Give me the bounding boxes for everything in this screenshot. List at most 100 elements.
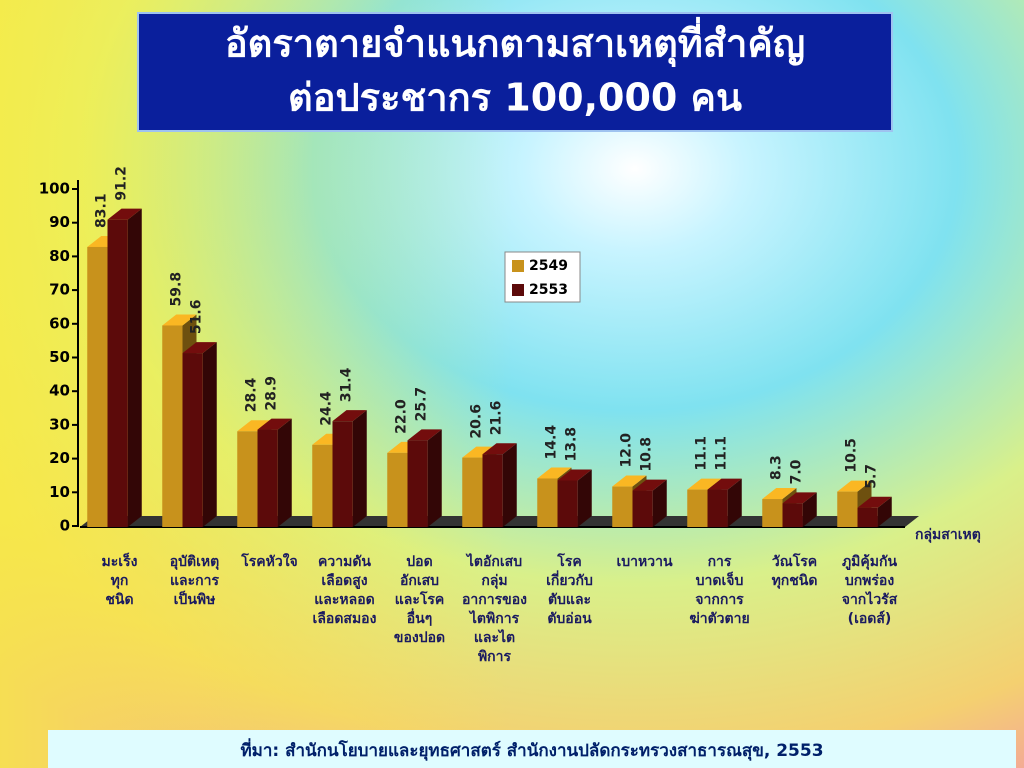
bar-top	[257, 418, 292, 430]
value-label: 8.3	[768, 455, 784, 480]
x-tick-label: และโรค	[395, 590, 445, 608]
y-tick-label: 40	[49, 382, 70, 400]
x-tick-label: วัณโรค	[772, 552, 817, 570]
bar-side	[202, 342, 217, 527]
bar-side	[352, 410, 367, 527]
bar-side	[727, 478, 742, 527]
value-label: 7.0	[789, 459, 805, 484]
value-label: 22.0	[393, 399, 409, 434]
legend-label: 2549	[529, 258, 568, 274]
x-tick-label: ชนิด	[105, 592, 133, 608]
x-tick-label: ภูมิคุ้มกัน	[842, 554, 898, 570]
x-tick-label: ไตพิการ	[468, 609, 520, 627]
value-label: 31.4	[339, 367, 355, 402]
y-tick-label: 100	[39, 180, 70, 198]
bar-top	[162, 314, 197, 326]
x-tick-label: อาการของ	[462, 592, 527, 608]
value-label: 13.8	[564, 427, 580, 462]
bar-side	[427, 429, 442, 527]
bar	[482, 454, 503, 527]
bar-top	[482, 443, 517, 455]
y-tick-label: 10	[49, 483, 70, 501]
value-label: 12.0	[618, 433, 634, 468]
y-tick-label: 90	[49, 213, 70, 231]
y-tick-label: 30	[49, 415, 70, 433]
x-tick-label: ปอด	[406, 554, 432, 570]
y-tick-label: 80	[49, 247, 70, 265]
bar	[237, 431, 258, 527]
x-tick-label: เป็นพิษ	[174, 590, 216, 608]
bar	[162, 325, 183, 527]
x-tick-label: และการ	[170, 573, 219, 589]
bar-top	[462, 446, 497, 458]
bar-side	[802, 492, 817, 527]
legend-swatch	[512, 260, 524, 272]
source: ที่มา: สำนักนโยบายและยุทธศาสตร์ สำนักงาน…	[240, 738, 823, 761]
bar-top	[632, 479, 667, 491]
chart-title: ต่อประชากร 100,000 คน	[288, 76, 742, 120]
bar	[857, 507, 878, 527]
value-label: 59.8	[168, 272, 184, 307]
value-label: 20.6	[468, 404, 484, 439]
x-tick-label: เลือดสมอง	[313, 611, 377, 627]
bar	[312, 444, 333, 527]
value-label: 21.6	[489, 401, 505, 436]
x-tick-label: และไต	[474, 628, 515, 646]
value-label: 25.7	[414, 387, 430, 422]
bar	[687, 489, 708, 527]
bar-top	[707, 478, 742, 490]
x-tick-label: (เอดส์)	[848, 610, 892, 627]
x-tick-label: ทุกชนิด	[772, 573, 818, 589]
bar-side	[877, 496, 892, 527]
value-label: 10.8	[639, 437, 655, 472]
bar-side	[577, 469, 592, 527]
x-tick-label: ความดัน	[318, 554, 371, 570]
y-tick-label: 70	[49, 281, 70, 299]
x-tick-label: ตับอ่อน	[547, 611, 592, 627]
bar	[632, 490, 653, 527]
bar-side	[652, 479, 667, 527]
bar	[407, 440, 428, 527]
x-tick-label: อื่นๆ	[407, 608, 433, 627]
x-tick-label: มะเร็ง	[102, 552, 138, 570]
bar-top	[837, 480, 872, 492]
x-tick-label: จากการ	[695, 592, 744, 608]
value-label: 83.1	[93, 193, 109, 228]
legend-label: 2553	[529, 282, 568, 298]
x-tick-label: เกี่ยวกับ	[546, 570, 593, 589]
bar	[762, 499, 783, 527]
x-tick-label: จากไวรัส	[842, 590, 898, 608]
title-box	[137, 12, 893, 132]
value-label: 28.9	[264, 376, 280, 411]
bar	[182, 353, 203, 527]
x-tick-label: กลุ่ม	[481, 573, 507, 589]
value-label: 11.1	[714, 436, 730, 471]
bar	[257, 429, 278, 527]
x-tick-label: อุบัติเหตุ	[170, 554, 220, 570]
bar-side	[127, 208, 142, 527]
chart-title: อัตราตายจำแนกตามสาเหตุที่สำคัญ	[225, 17, 805, 68]
x-tick-label: โรค	[556, 552, 581, 570]
source-box	[48, 730, 1016, 768]
bar	[612, 486, 633, 527]
bar-top	[182, 342, 217, 354]
x-tick-label: ของปอด	[394, 630, 445, 646]
value-label: 91.2	[114, 166, 130, 201]
bar	[87, 246, 108, 527]
bar-top	[237, 420, 272, 432]
y-tick-label: 60	[49, 314, 70, 332]
value-label: 10.5	[843, 438, 859, 473]
bar	[837, 491, 858, 527]
bar	[782, 503, 803, 527]
value-label: 28.4	[243, 377, 259, 412]
bar-top	[612, 475, 647, 487]
y-tick-label: 50	[49, 348, 70, 366]
x-tick-label: บาดเจ็บ	[696, 571, 744, 589]
x-tick-label: พิการ	[478, 649, 512, 665]
bar-side	[502, 443, 517, 527]
bar	[707, 489, 728, 527]
value-label: 14.4	[543, 425, 559, 460]
bar	[387, 452, 408, 527]
legend: 2549 2553	[504, 251, 581, 303]
